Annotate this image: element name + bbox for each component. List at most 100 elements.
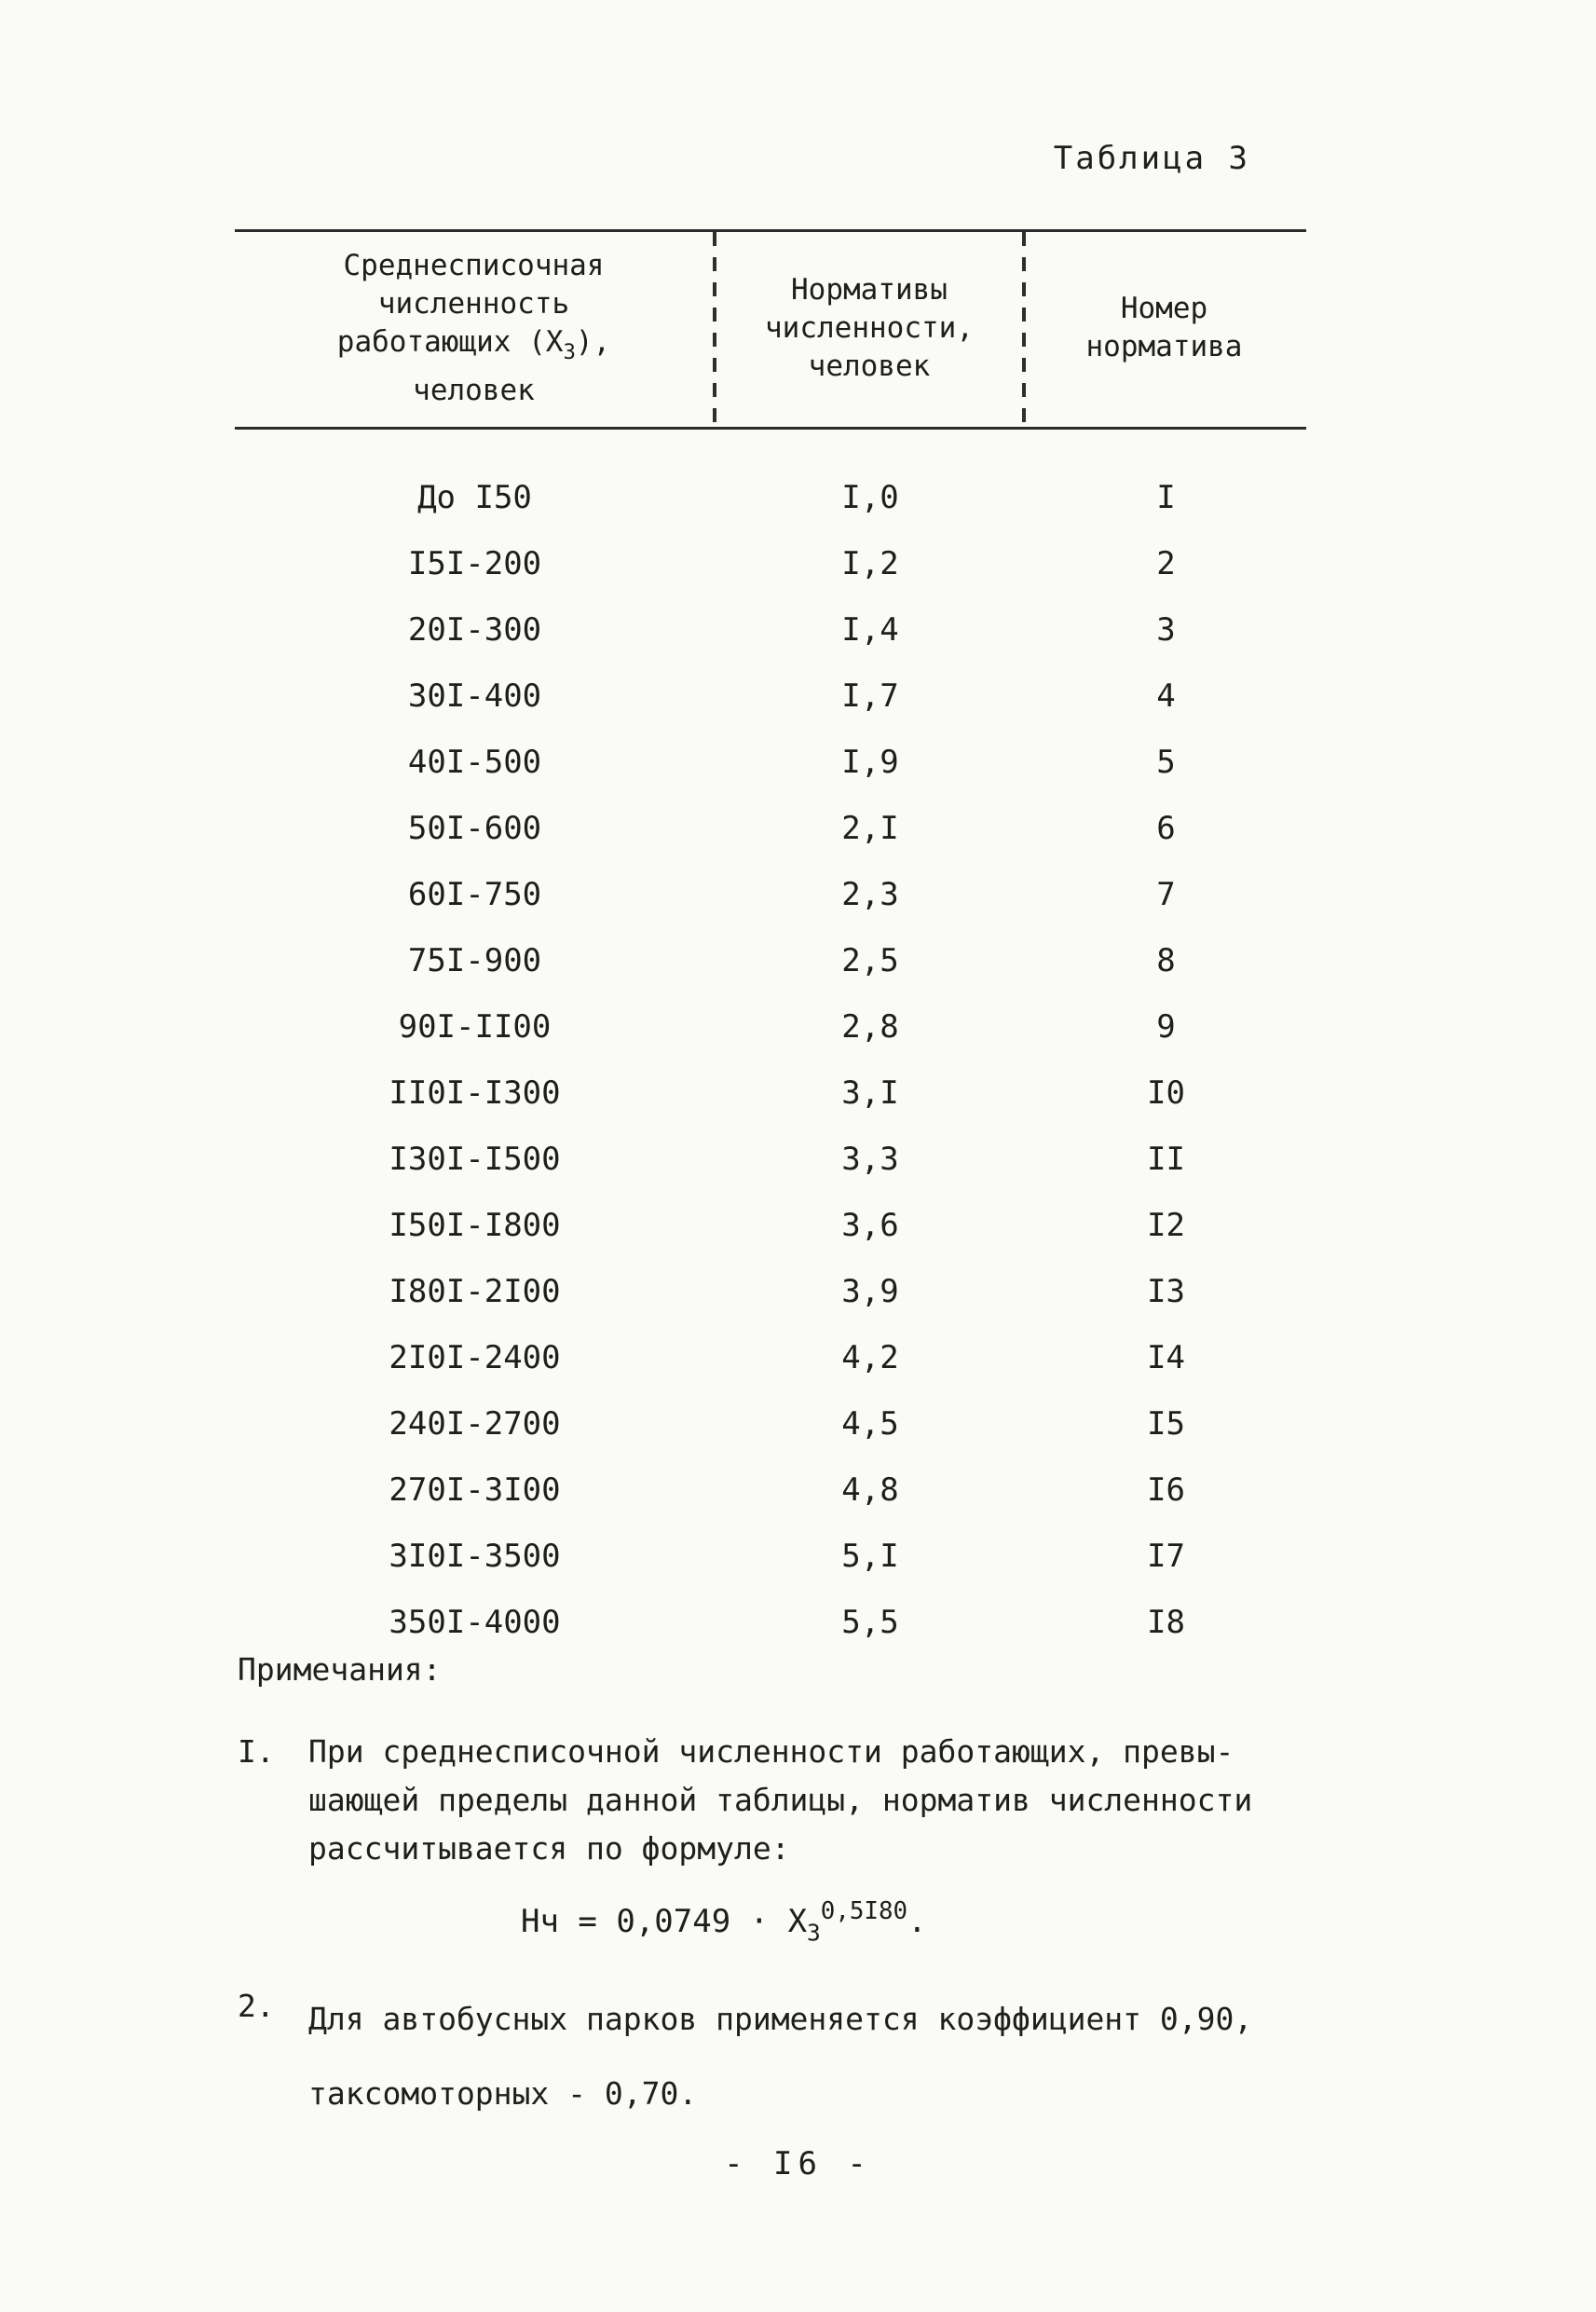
cell-workers-range: 270I-3I00 xyxy=(389,1471,561,1510)
header-line: человек xyxy=(808,349,931,383)
cell-workers-range: II0I-I300 xyxy=(389,1074,561,1113)
notes-section: Примечания: I. При среднесписочной числе… xyxy=(238,1651,1412,2131)
table-row: 350I-4000 5,5 I8 xyxy=(235,1590,1306,1656)
cell-norm-number: I5 xyxy=(1147,1405,1185,1443)
cell-norm-number: 9 xyxy=(1156,1008,1176,1047)
note-number: I. xyxy=(238,1733,275,1770)
header-subscript: 3 xyxy=(563,339,576,364)
header-line: численности, xyxy=(765,310,974,345)
cell-workers-range: I50I-I800 xyxy=(389,1207,561,1245)
cell-norm-value: 2,3 xyxy=(841,876,899,914)
note-item-1: I. При среднесписочной численности работ… xyxy=(238,1728,1412,1950)
cell-norm-value: 5,5 xyxy=(841,1604,899,1642)
column-separator xyxy=(713,232,716,427)
header-line: норматива xyxy=(1085,330,1243,364)
cell-norm-value: I,9 xyxy=(841,744,899,782)
table-row: 40I-500 I,9 5 xyxy=(235,730,1306,796)
table-body: До I50 I,0 I I5I-200 I,2 2 20I-300 I,4 3… xyxy=(235,430,1306,1656)
table-row: 20I-300 I,4 3 xyxy=(235,597,1306,664)
cell-norm-value: 3,I xyxy=(841,1074,899,1113)
table-row: 270I-3I00 4,8 I6 xyxy=(235,1457,1306,1524)
cell-workers-range: 20I-300 xyxy=(407,611,542,650)
header-line: численность xyxy=(377,287,570,321)
cell-workers-range: До I50 xyxy=(417,479,532,517)
cell-norm-number: I xyxy=(1156,479,1176,517)
cell-norm-number: I2 xyxy=(1147,1207,1185,1245)
cell-norm-number: 3 xyxy=(1156,611,1176,650)
header-col-workers: Среднесписочная численность работающих (… xyxy=(235,247,713,410)
table-top-rule xyxy=(235,229,1306,232)
cell-norm-number: 7 xyxy=(1156,876,1176,914)
cell-norm-number: 6 xyxy=(1156,810,1176,848)
cell-norm-number: I8 xyxy=(1147,1604,1185,1642)
header-col-number: Номер норматива xyxy=(1026,247,1303,410)
header-line: человек xyxy=(413,373,535,407)
cell-norm-value: I,0 xyxy=(841,479,899,517)
header-line: Нормативы xyxy=(791,272,948,307)
cell-norm-number: 8 xyxy=(1156,942,1176,980)
notes-heading: Примечания: xyxy=(238,1651,442,1688)
cell-workers-range: 60I-750 xyxy=(407,876,542,914)
cell-norm-value: 2,5 xyxy=(841,942,899,980)
table-row: I30I-I500 3,3 II xyxy=(235,1127,1306,1193)
cell-norm-number: I7 xyxy=(1147,1538,1185,1576)
cell-workers-range: I5I-200 xyxy=(407,545,542,583)
column-separator xyxy=(1022,232,1026,427)
cell-norm-number: I6 xyxy=(1147,1471,1185,1510)
cell-norm-value: 5,I xyxy=(841,1538,899,1576)
table-row: 75I-900 2,5 8 xyxy=(235,928,1306,994)
cell-norm-number: I4 xyxy=(1147,1339,1185,1377)
cell-norm-number: 2 xyxy=(1156,545,1176,583)
table-row: 90I-II00 2,8 9 xyxy=(235,994,1306,1060)
header-line: работающих (Х3), xyxy=(235,323,713,372)
cell-norm-value: 4,5 xyxy=(841,1405,899,1443)
note-line: Для автобусных парков применяется коэффи… xyxy=(308,2000,1253,2037)
table-row: 3I0I-3500 5,I I7 xyxy=(235,1524,1306,1590)
formula-exponent: 0,5I80 xyxy=(820,1897,908,1925)
note-body: Для автобусных парков применяется коэффи… xyxy=(308,1982,1412,2131)
cell-norm-number: II xyxy=(1147,1141,1185,1179)
norm-formula: Нч = 0,0749 · Х30,5I80. xyxy=(521,1897,1412,1947)
note-line: При среднесписочной численности работающ… xyxy=(308,1733,1235,1770)
page-number: - I6 - xyxy=(724,2145,872,2182)
table-row: 50I-600 2,I 6 xyxy=(235,796,1306,862)
table-caption: Таблица 3 xyxy=(1053,140,1250,177)
cell-norm-number: 5 xyxy=(1156,744,1176,782)
cell-workers-range: 40I-500 xyxy=(407,744,542,782)
cell-norm-value: 3,9 xyxy=(841,1273,899,1311)
table-row: 30I-400 I,7 4 xyxy=(235,664,1306,730)
formula-subscript: 3 xyxy=(807,1919,821,1947)
note-line: шающей пределы данной таблицы, норматив … xyxy=(308,1782,1253,1818)
table-row: До I50 I,0 I xyxy=(235,465,1306,531)
cell-norm-value: I,7 xyxy=(841,677,899,716)
cell-norm-value: I,4 xyxy=(841,611,899,650)
formula-text: . xyxy=(907,1903,927,1941)
cell-workers-range: 2I0I-2400 xyxy=(389,1339,561,1377)
header-line: Номер xyxy=(1120,292,1208,326)
norms-table: Среднесписочная численность работающих (… xyxy=(235,229,1306,1656)
cell-norm-number: I3 xyxy=(1147,1273,1185,1311)
note-line: таксомоторных - 0,70. xyxy=(308,2074,698,2112)
cell-workers-range: 75I-900 xyxy=(407,942,542,980)
cell-norm-value: I,2 xyxy=(841,545,899,583)
cell-workers-range: 3I0I-3500 xyxy=(389,1538,561,1576)
note-item-2: 2. Для автобусных парков применяется коэ… xyxy=(238,1982,1412,2131)
note-body: При среднесписочной численности работающ… xyxy=(308,1728,1412,1950)
cell-workers-range: 50I-600 xyxy=(407,810,542,848)
cell-workers-range: I30I-I500 xyxy=(389,1141,561,1179)
cell-norm-value: 3,6 xyxy=(841,1207,899,1245)
note-line: рассчитывается по формуле: xyxy=(308,1830,790,1867)
cell-workers-range: 350I-4000 xyxy=(389,1604,561,1642)
table-row: 240I-2700 4,5 I5 xyxy=(235,1391,1306,1457)
cell-norm-value: 2,8 xyxy=(841,1008,899,1047)
note-number: 2. xyxy=(238,1987,275,2024)
cell-norm-value: 3,3 xyxy=(841,1141,899,1179)
table-row: II0I-I300 3,I I0 xyxy=(235,1060,1306,1127)
cell-norm-value: 2,I xyxy=(841,810,899,848)
table-row: 2I0I-2400 4,2 I4 xyxy=(235,1325,1306,1391)
cell-norm-value: 4,2 xyxy=(841,1339,899,1377)
cell-workers-range: I80I-2I00 xyxy=(389,1273,561,1311)
cell-norm-number: 4 xyxy=(1156,677,1176,716)
cell-workers-range: 30I-400 xyxy=(407,677,542,716)
